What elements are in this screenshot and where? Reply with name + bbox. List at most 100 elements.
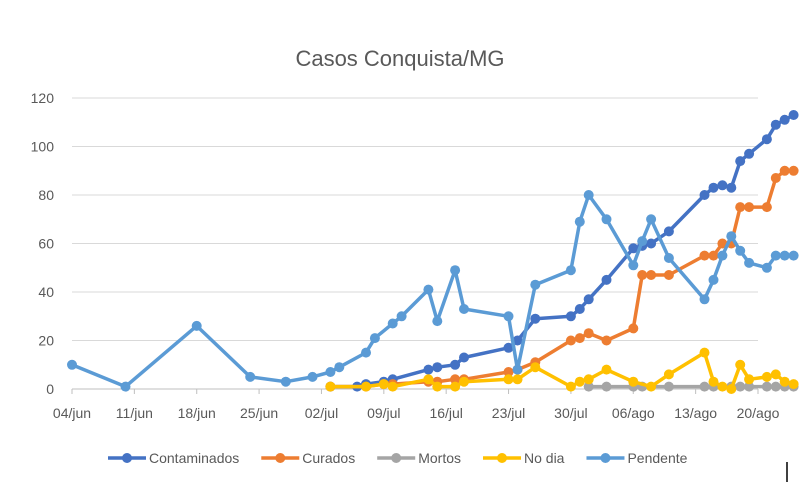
data-point [761,134,772,145]
data-point [744,381,755,392]
legend-swatch-marker [122,453,132,463]
x-axis-ticks: 04/jun 11/jun 18/jun 25/jun 02/jul 09/jul 16/j… [53,389,780,421]
data-point [744,148,755,159]
y-tick-label: 80 [38,187,54,203]
data-point [788,250,799,261]
data-point [717,250,728,261]
data-point [120,381,131,392]
data-point [396,311,407,322]
data-point [646,214,657,225]
data-point [387,318,398,329]
data-point [450,265,461,276]
data-point [583,294,594,305]
x-tick-label: 16/jul [429,405,462,421]
data-point [717,381,728,392]
data-point [726,182,737,193]
data-point [601,214,612,225]
data-point [574,216,585,227]
y-tick-label: 40 [38,284,54,300]
data-point [708,250,719,261]
data-point [628,243,639,254]
data-point [699,381,710,392]
series-no-dia [325,347,799,394]
data-point [565,311,576,322]
data-point [423,374,434,385]
data-point [770,119,781,130]
y-tick-label: 60 [38,236,54,252]
data-point [387,381,398,392]
data-point [574,304,585,314]
data-point [637,236,648,247]
legend-swatch-marker [275,453,286,463]
data-point [663,226,674,237]
data-point [744,374,755,385]
data-point [663,270,674,280]
data-point [761,371,772,382]
data-point [761,262,772,273]
x-tick-label: 23/jul [492,405,525,421]
y-tick-label: 120 [31,90,55,106]
data-point [245,371,256,382]
legend-item: Pendente [586,450,688,466]
data-point [663,369,674,380]
data-point [503,311,514,322]
x-tick-label: 09/jul [367,405,400,421]
legend-label: Curados [302,450,355,466]
data-point [583,190,594,200]
data-point [663,381,674,392]
legend-label: No dia [524,450,565,466]
data-point [280,376,291,387]
series-layer [67,110,799,394]
data-point [744,202,755,213]
data-point [503,374,514,385]
data-point [735,156,746,167]
data-point [770,173,781,183]
data-point [361,347,371,358]
data-point [788,379,799,390]
data-point [512,364,523,375]
data-point [583,381,594,392]
data-point [530,362,541,373]
data-point [744,257,755,268]
x-tick-label: 11/jun [116,405,153,421]
data-point [432,316,443,327]
legend: Contaminados Curados Mortos No dia Pendente [108,450,688,466]
y-tick-label: 100 [31,139,55,155]
data-point [708,274,719,285]
data-point [450,381,461,392]
data-point [646,381,657,392]
data-point [530,279,541,290]
legend-swatch-marker [497,453,507,463]
data-point [735,202,746,213]
data-point [459,352,469,363]
data-point [423,284,434,295]
legend-item: Contaminados [108,450,239,466]
chart-title: Casos Conquista/MG [295,46,504,71]
data-point [601,381,612,392]
y-axis-ticks: 0 20 40 60 80 100 120 [31,90,55,397]
legend-swatch-marker [391,453,402,463]
data-point [708,376,719,387]
data-point [565,381,576,392]
data-point [699,190,710,200]
data-point [512,374,523,385]
data-point [432,381,443,392]
data-point [423,364,434,375]
data-point [770,381,781,392]
y-tick-label: 20 [38,333,54,349]
x-tick-label: 04/jun [53,405,91,421]
data-point [601,335,612,346]
data-point [583,374,594,385]
data-point [646,270,657,280]
data-point [699,347,710,358]
data-point [628,260,639,271]
data-point [334,362,345,373]
data-point [459,376,469,387]
data-point [565,265,576,276]
data-point [735,245,746,256]
legend-item: Curados [261,450,355,466]
data-point [779,165,790,176]
data-point [512,335,523,346]
